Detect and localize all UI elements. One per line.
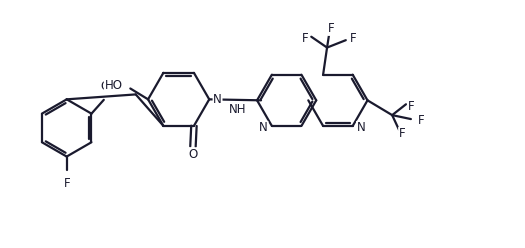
Text: O: O (188, 148, 197, 161)
Text: N: N (356, 122, 365, 134)
Text: F: F (350, 32, 356, 45)
Text: F: F (418, 114, 424, 126)
Text: N: N (259, 122, 268, 134)
Text: F: F (328, 22, 334, 35)
Text: F: F (407, 100, 414, 113)
Text: NH: NH (229, 103, 246, 116)
Text: Cl: Cl (100, 80, 112, 93)
Text: N: N (213, 93, 222, 106)
Text: HO: HO (104, 79, 122, 92)
Text: F: F (64, 177, 70, 190)
Text: F: F (398, 127, 405, 140)
Text: F: F (301, 32, 308, 45)
